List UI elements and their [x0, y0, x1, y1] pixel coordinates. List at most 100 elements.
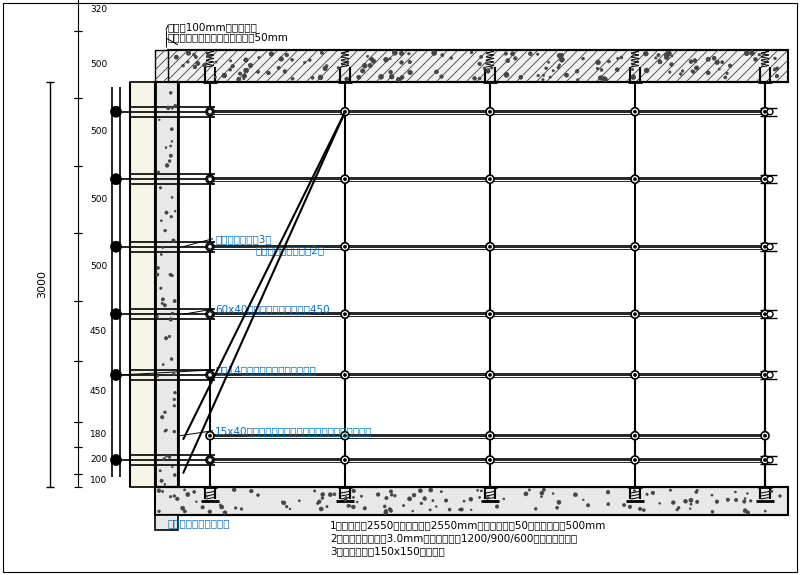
Circle shape — [575, 70, 579, 73]
Circle shape — [165, 336, 168, 340]
Circle shape — [242, 74, 246, 78]
Circle shape — [384, 511, 388, 515]
Circle shape — [385, 496, 388, 500]
Circle shape — [761, 108, 769, 116]
Circle shape — [352, 489, 355, 493]
Circle shape — [183, 489, 186, 491]
Circle shape — [634, 373, 637, 377]
Circle shape — [172, 373, 175, 375]
Circle shape — [646, 493, 648, 496]
Circle shape — [750, 500, 752, 502]
Circle shape — [172, 239, 175, 242]
Circle shape — [596, 60, 600, 65]
Circle shape — [548, 61, 550, 63]
Circle shape — [186, 51, 190, 55]
Circle shape — [159, 187, 162, 189]
Circle shape — [631, 75, 636, 79]
Circle shape — [763, 245, 766, 248]
Circle shape — [196, 62, 200, 66]
Circle shape — [164, 229, 166, 232]
Circle shape — [774, 68, 777, 71]
Circle shape — [440, 75, 443, 78]
Circle shape — [477, 489, 478, 491]
Circle shape — [408, 60, 411, 64]
Circle shape — [767, 244, 773, 250]
Text: 100: 100 — [90, 476, 107, 485]
Circle shape — [542, 74, 545, 76]
Text: 板底下100mm处预埋螺杆: 板底下100mm处预埋螺杆 — [168, 22, 258, 32]
Circle shape — [473, 76, 477, 81]
Circle shape — [669, 71, 671, 73]
Text: 斜撑，每段墙不少于2道: 斜撑，每段墙不少于2道 — [255, 245, 324, 255]
Circle shape — [552, 70, 554, 72]
Circle shape — [460, 508, 463, 511]
Circle shape — [234, 507, 237, 509]
Circle shape — [695, 490, 698, 493]
Circle shape — [665, 55, 669, 60]
Circle shape — [370, 57, 374, 61]
Circle shape — [750, 51, 754, 55]
Circle shape — [634, 458, 637, 462]
Circle shape — [186, 493, 190, 496]
Circle shape — [163, 304, 166, 307]
Circle shape — [209, 373, 211, 377]
Circle shape — [631, 310, 639, 318]
Circle shape — [171, 312, 174, 315]
Circle shape — [429, 509, 431, 511]
Circle shape — [389, 58, 391, 60]
Circle shape — [219, 504, 221, 505]
Circle shape — [486, 243, 494, 251]
Circle shape — [671, 55, 673, 57]
Circle shape — [412, 493, 416, 497]
Circle shape — [165, 147, 167, 148]
Circle shape — [557, 66, 560, 69]
Text: 1、立杆选用2550型，立杆高度2550mm，上下托选用50型，可调高度500mm: 1、立杆选用2550型，立杆高度2550mm，上下托选用50型，可调高度500m… — [330, 520, 606, 530]
Circle shape — [110, 370, 122, 381]
Circle shape — [222, 73, 226, 78]
Circle shape — [166, 455, 167, 457]
Circle shape — [390, 490, 393, 493]
Circle shape — [345, 497, 347, 500]
Circle shape — [349, 505, 350, 507]
Circle shape — [631, 108, 639, 116]
Circle shape — [223, 511, 227, 515]
Circle shape — [193, 490, 195, 493]
Circle shape — [341, 432, 349, 440]
Circle shape — [631, 456, 639, 464]
Circle shape — [617, 58, 619, 60]
Circle shape — [174, 474, 176, 477]
Circle shape — [229, 68, 231, 71]
Circle shape — [631, 175, 639, 183]
Circle shape — [596, 67, 599, 70]
Circle shape — [549, 76, 551, 78]
Circle shape — [168, 160, 171, 162]
Circle shape — [634, 245, 637, 248]
Circle shape — [206, 371, 214, 379]
Circle shape — [489, 373, 491, 377]
Circle shape — [622, 504, 626, 507]
Circle shape — [651, 491, 654, 494]
Circle shape — [341, 175, 349, 183]
Circle shape — [504, 52, 507, 55]
Circle shape — [389, 509, 393, 512]
Text: 180: 180 — [90, 430, 107, 439]
Circle shape — [170, 154, 172, 157]
Circle shape — [170, 145, 172, 147]
Circle shape — [277, 66, 280, 70]
Circle shape — [353, 496, 354, 499]
Circle shape — [638, 507, 642, 511]
Circle shape — [206, 243, 214, 251]
Circle shape — [432, 51, 437, 55]
Circle shape — [750, 52, 754, 55]
Circle shape — [519, 75, 522, 79]
Circle shape — [378, 74, 383, 79]
Circle shape — [489, 245, 491, 248]
Circle shape — [170, 216, 173, 218]
Circle shape — [341, 243, 349, 251]
Circle shape — [537, 74, 539, 77]
Circle shape — [309, 59, 311, 62]
Circle shape — [159, 470, 162, 472]
Circle shape — [483, 67, 486, 70]
Circle shape — [574, 493, 578, 497]
Circle shape — [285, 53, 289, 57]
